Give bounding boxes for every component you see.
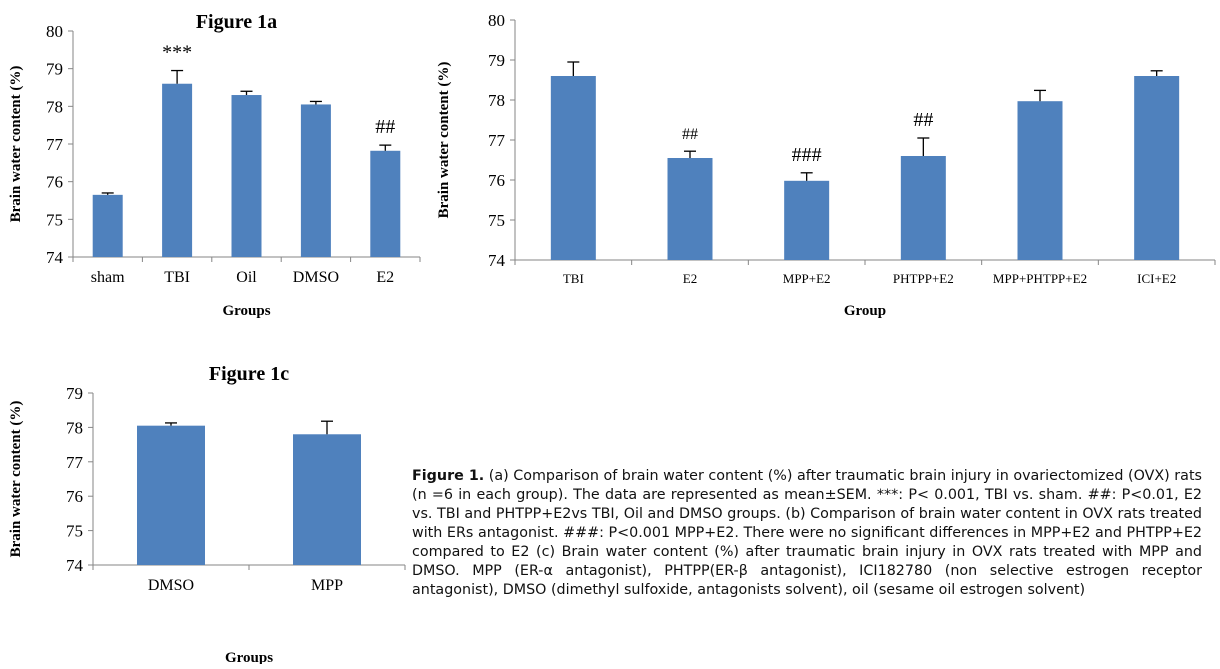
bar — [92, 194, 123, 257]
bar — [784, 180, 830, 260]
y-axis-label: Brain water content (%) — [8, 401, 24, 558]
bar — [667, 158, 713, 260]
y-tick-label: 74 — [66, 556, 84, 575]
x-axis-label: Groups — [225, 650, 273, 664]
category-label: DMSO — [293, 269, 339, 286]
bar — [300, 104, 331, 257]
y-tick-label: 74 — [488, 251, 506, 270]
y-tick-label: 80 — [488, 11, 505, 30]
y-tick-label: 77 — [46, 135, 64, 154]
y-tick-label: 80 — [46, 22, 63, 41]
bar — [370, 150, 401, 257]
category-label: MPP — [311, 577, 343, 594]
significance-annotation: ## — [913, 109, 933, 131]
caption-label: Figure 1. — [412, 468, 485, 484]
significance-annotation: ### — [792, 144, 822, 166]
category-label: E2 — [376, 269, 394, 286]
category-label: ICI+E2 — [1137, 271, 1176, 286]
y-tick-label: 79 — [488, 51, 505, 70]
bar — [550, 76, 596, 260]
category-label: TBI — [563, 271, 584, 286]
bar — [1134, 76, 1180, 260]
y-tick-label: 78 — [46, 97, 63, 116]
y-tick-label: 76 — [46, 173, 63, 192]
y-tick-label: 76 — [488, 171, 505, 190]
bar — [231, 95, 262, 258]
y-tick-label: 78 — [488, 91, 505, 110]
significance-annotation: *** — [162, 42, 192, 64]
bar — [293, 434, 361, 565]
category-label: MPP+PHTPP+E2 — [993, 271, 1087, 286]
y-tick-label: 79 — [46, 60, 63, 79]
y-tick-label: 75 — [46, 210, 63, 229]
y-tick-label: 75 — [488, 211, 505, 230]
bar — [137, 425, 205, 565]
category-label: DMSO — [148, 577, 194, 594]
y-tick-label: 76 — [66, 487, 83, 506]
y-tick-label: 74 — [46, 248, 64, 267]
caption-text: (a) Comparison of brain water content (%… — [412, 468, 1202, 598]
y-tick-label: 75 — [66, 522, 83, 541]
category-label: MPP+E2 — [783, 271, 831, 286]
x-axis-label: Groups — [222, 303, 270, 319]
figure-caption: Figure 1. (a) Comparison of brain water … — [412, 467, 1202, 600]
y-tick-label: 77 — [66, 453, 84, 472]
x-axis-label: Group — [844, 303, 886, 319]
y-tick-label: 78 — [66, 418, 83, 437]
chart-title: Figure 1a — [196, 11, 277, 33]
bar — [1017, 101, 1063, 260]
y-axis-label: Brain water content (%) — [436, 62, 452, 219]
category-label: E2 — [683, 271, 697, 286]
significance-annotation: ## — [375, 116, 395, 138]
significance-annotation: ## — [682, 126, 698, 143]
category-label: Oil — [236, 269, 257, 286]
bar — [162, 83, 193, 257]
category-label: PHTPP+E2 — [893, 271, 954, 286]
category-label: TBI — [164, 269, 190, 286]
category-label: sham — [91, 269, 125, 286]
y-tick-label: 77 — [488, 131, 506, 150]
bar — [900, 156, 946, 260]
chart-title: Figure 1c — [209, 363, 289, 385]
y-axis-label: Brain water content (%) — [8, 66, 24, 223]
y-tick-label: 79 — [66, 384, 83, 403]
